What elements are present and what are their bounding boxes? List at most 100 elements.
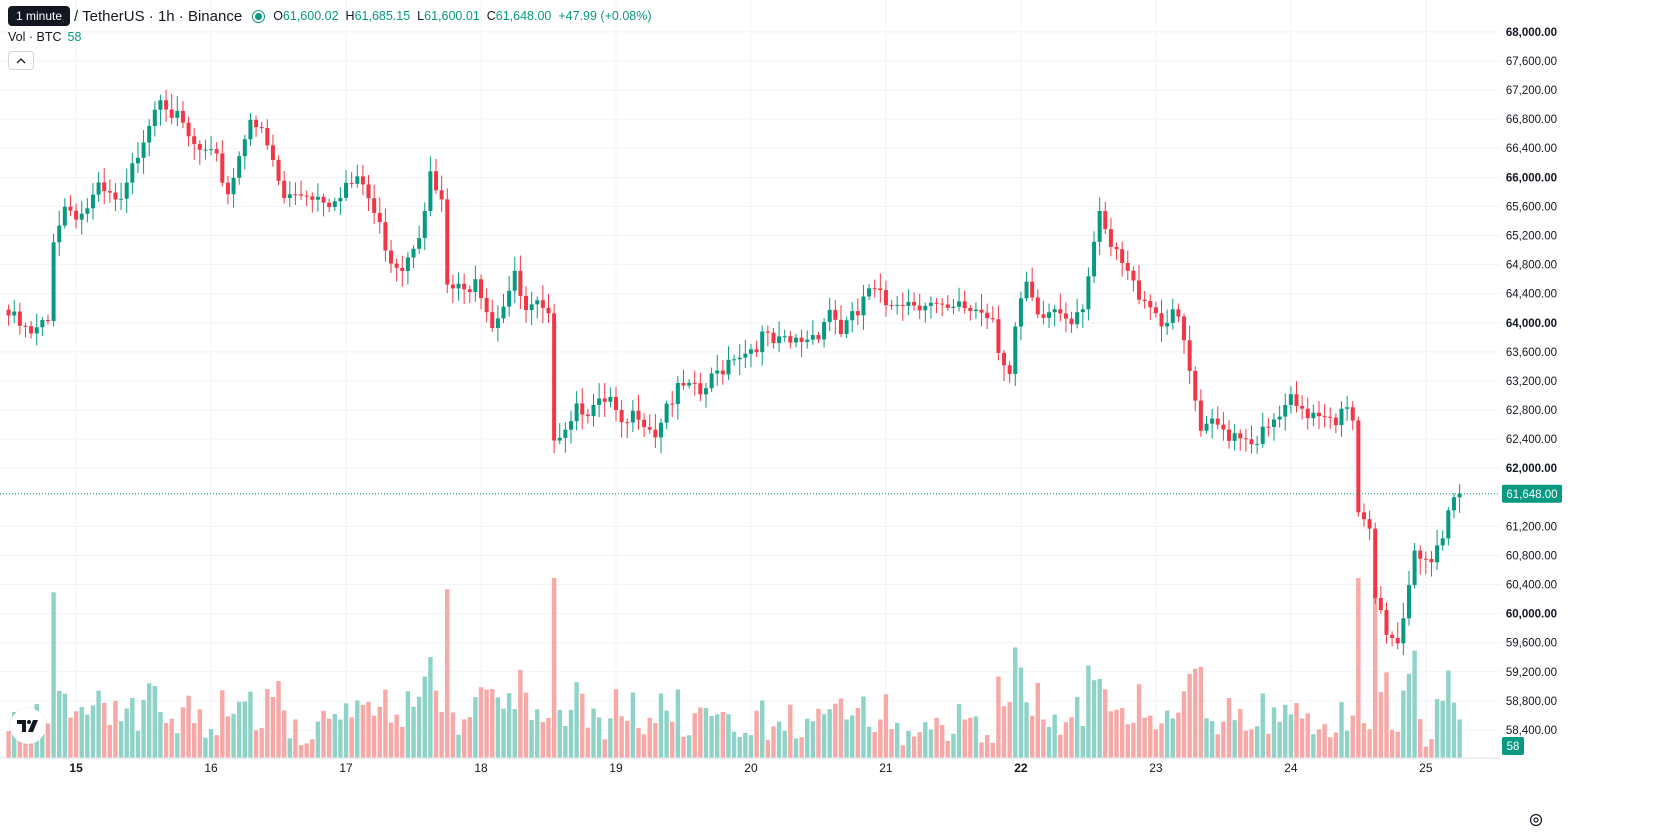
- time-axis[interactable]: 15 16 17 18 19 20 21 22 23 24 25: [0, 757, 1500, 775]
- candle-body: [85, 208, 90, 214]
- candle-body: [957, 301, 962, 307]
- volume-bar: [540, 722, 546, 758]
- volume-bar: [1283, 704, 1288, 758]
- last-price-line: 61,648.00 58: [0, 484, 1562, 755]
- candle-body: [1255, 443, 1260, 445]
- price-tick-label: 61,200.00: [1506, 521, 1557, 533]
- candle-body: [197, 143, 202, 150]
- candle-body: [422, 211, 427, 239]
- price-tick-label: 62,400.00: [1506, 434, 1557, 446]
- candle-body: [608, 396, 613, 402]
- volume-bar: [1164, 710, 1170, 758]
- collapse-legend-button[interactable]: [8, 51, 34, 70]
- volume-bar: [563, 725, 568, 758]
- candle-body: [1092, 241, 1097, 277]
- price-tick-label: 60,400.00: [1506, 580, 1557, 592]
- tradingview-logo-icon[interactable]: [10, 708, 46, 744]
- volume-bar: [85, 714, 90, 758]
- volume-bar: [315, 721, 321, 758]
- candle-body: [1002, 352, 1007, 366]
- volume-bar: [720, 711, 726, 758]
- time-tick-label: 16: [204, 761, 218, 775]
- symbol-title[interactable]: / TetherUS · 1h · Binance: [74, 7, 243, 25]
- candle-body: [878, 288, 883, 291]
- candle-body: [1266, 426, 1271, 428]
- volume-bar: [1249, 729, 1254, 758]
- volume-bar: [512, 709, 517, 758]
- volume-bar: [1328, 737, 1333, 758]
- candle-body: [512, 270, 517, 291]
- price-tick-label: 66,800.00: [1506, 114, 1557, 126]
- volume-bar: [833, 703, 838, 758]
- candle-body: [495, 318, 500, 329]
- volume-bar: [405, 691, 411, 758]
- candle-body: [574, 403, 579, 422]
- volume-bar: [1316, 729, 1322, 758]
- candle-body: [889, 305, 894, 307]
- candle-body: [777, 336, 782, 344]
- volume-bar: [1007, 702, 1012, 758]
- candle-body: [175, 110, 180, 118]
- volume-bar: [630, 692, 636, 758]
- candle-body: [389, 250, 394, 264]
- candle-body: [45, 320, 50, 322]
- candle-body: [658, 422, 663, 438]
- volume-bar: [917, 732, 922, 758]
- volume-bar: [1153, 729, 1159, 758]
- volume-bar: [535, 709, 540, 758]
- price-axis[interactable]: 68,000.00 67,600.00 67,200.00 66,800.00 66,4…: [1506, 27, 1557, 737]
- candle-body: [940, 303, 945, 305]
- volume-bar: [501, 708, 506, 758]
- volume-bar: [821, 714, 827, 758]
- candle-body: [1193, 370, 1198, 401]
- volume-bar: [602, 739, 607, 758]
- candle-body: [1052, 309, 1057, 313]
- volume-bar: [956, 704, 962, 758]
- candle-body: [1182, 316, 1187, 341]
- volume-bar: [1339, 702, 1344, 758]
- candle-body: [748, 349, 753, 354]
- candle-body: [681, 382, 686, 386]
- candle-body: [546, 307, 551, 314]
- candle-body: [1035, 297, 1040, 315]
- volume-bar: [281, 710, 287, 758]
- volume-bar: [242, 701, 248, 758]
- volume-bar: [1131, 722, 1136, 758]
- candle-body: [237, 156, 242, 178]
- candle-body: [439, 190, 444, 200]
- candle-body: [192, 136, 197, 144]
- volume-bar: [883, 694, 889, 758]
- candle-body: [754, 349, 759, 353]
- volume-bar: [51, 592, 56, 758]
- volume-bar: [433, 690, 439, 758]
- candle-body: [703, 388, 708, 395]
- volume-bar: [686, 735, 692, 758]
- market-status-icon[interactable]: [252, 9, 266, 23]
- volume-bar: [1181, 691, 1187, 758]
- candle-body: [1418, 550, 1423, 559]
- volume-bar: [152, 686, 158, 758]
- candle-body: [501, 306, 506, 319]
- candle-body: [743, 353, 748, 358]
- candle-body: [484, 298, 489, 313]
- last-price-label: 61,648.00: [1506, 489, 1557, 501]
- volume-legend[interactable]: Vol · BTC 58: [8, 30, 81, 44]
- volume-value: 58: [67, 30, 82, 44]
- candle-body: [861, 296, 866, 316]
- candle-body: [231, 177, 236, 195]
- candle-body: [225, 182, 230, 195]
- candle-body: [1333, 417, 1338, 426]
- time-tick-label: 23: [1149, 761, 1163, 775]
- candle-body: [535, 300, 540, 305]
- volume-bar: [355, 700, 360, 758]
- candle-body: [709, 373, 714, 389]
- volume-bar: [951, 733, 956, 758]
- volume-bar: [1333, 732, 1339, 758]
- candle-body: [838, 319, 843, 335]
- gear-icon[interactable]: [1528, 812, 1544, 828]
- candle-body: [591, 404, 596, 417]
- volume-bar: [664, 710, 669, 758]
- volume-bar: [450, 712, 456, 758]
- volume-bar: [1226, 697, 1232, 758]
